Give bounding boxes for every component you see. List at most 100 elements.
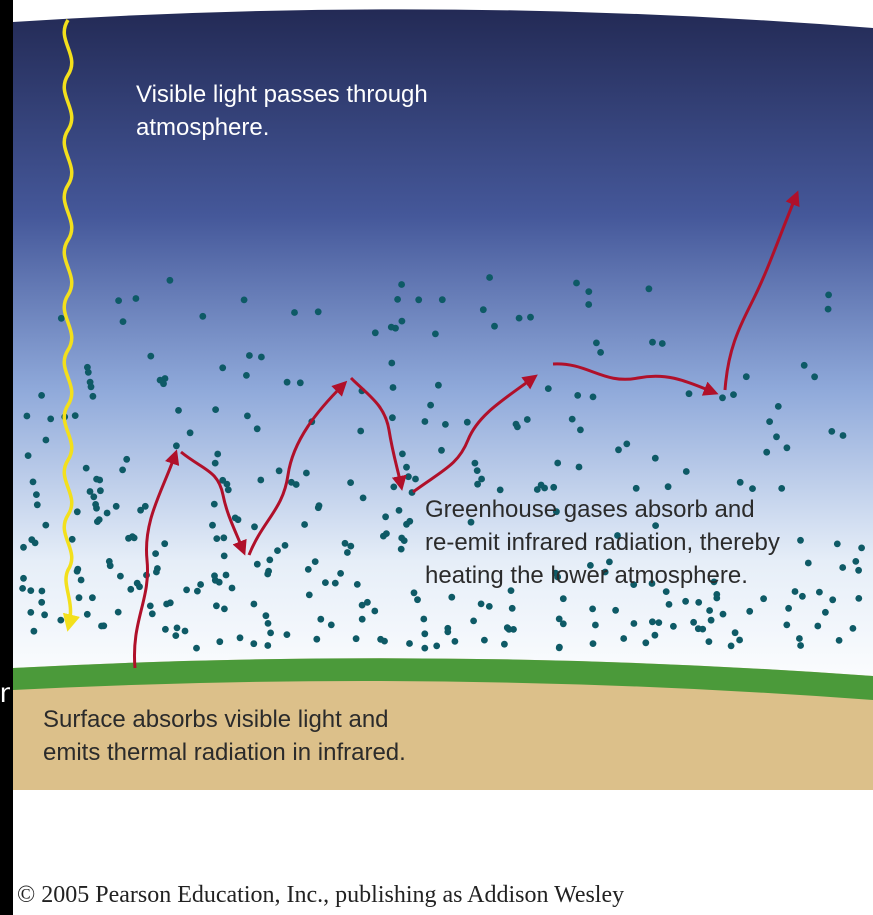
gas-molecule (114, 608, 122, 616)
gas-molecule (20, 543, 27, 551)
gas-molecule (398, 534, 406, 542)
gas-molecule (212, 406, 220, 413)
gas-molecule (533, 486, 541, 493)
gas-molecule (523, 416, 531, 423)
gas-molecule (555, 615, 563, 623)
gas-molecule (742, 373, 750, 381)
gas-molecule (123, 455, 131, 463)
gas-molecule (371, 329, 379, 337)
gas-molecule (593, 339, 600, 347)
gas-molecule (412, 475, 419, 483)
gas-molecule (266, 556, 274, 564)
gas-molecule (211, 576, 219, 584)
gas-molecule (438, 296, 446, 304)
gas-molecule (20, 574, 27, 582)
gas-molecule (421, 630, 429, 638)
gas-molecule (341, 539, 349, 547)
gas-molecule (690, 618, 697, 626)
gas-molecule (74, 565, 82, 573)
ground (13, 658, 873, 790)
gas-molecule (486, 274, 493, 281)
gas-molecule (38, 587, 46, 595)
gas-molecule (38, 392, 45, 399)
gas-molecule (33, 501, 41, 509)
gas-molecule (799, 592, 806, 600)
gas-molecule (214, 450, 222, 458)
gas-molecule (648, 580, 656, 587)
visible-light-ray (62, 19, 80, 632)
gas-molecule (448, 593, 456, 601)
gas-molecule (42, 436, 50, 444)
gas-molecule (96, 476, 104, 484)
gas-molecule (258, 353, 265, 361)
gas-molecule (658, 340, 666, 347)
gas-molecule (19, 585, 26, 592)
gas-molecule (791, 588, 799, 595)
gas-molecule (589, 640, 597, 647)
gas-molecule (224, 486, 232, 494)
gas-molecule (30, 627, 38, 635)
gas-molecule (665, 601, 673, 608)
gas-molecule (612, 606, 619, 614)
gas-molecule (213, 535, 221, 542)
gas-molecule (699, 625, 707, 633)
gas-molecule (553, 508, 560, 516)
gas-molecule (246, 352, 253, 359)
gas-molecule (57, 314, 65, 322)
gas-molecule (474, 480, 481, 488)
gas-molecule (421, 644, 429, 652)
gas-molecule (852, 558, 860, 565)
gas-molecule (244, 412, 251, 420)
gas-molecule (221, 605, 228, 613)
gas-molecule (585, 288, 593, 295)
gas-molecule (839, 432, 847, 439)
gas-molecule (630, 620, 638, 627)
gas-molecule (414, 596, 421, 604)
gas-molecule (467, 518, 475, 526)
gas-molecule (760, 595, 767, 603)
gas-molecule (359, 494, 367, 502)
gas-molecule (380, 532, 387, 540)
gas-molecule (394, 296, 401, 303)
gas-molecule (181, 627, 189, 635)
gas-molecule (382, 513, 389, 521)
gas-molecule (364, 598, 371, 606)
gas-molecule (166, 276, 174, 284)
gas-molecule (75, 594, 83, 602)
gas-molecule (398, 281, 405, 288)
gas-molecule (766, 418, 773, 425)
gas-molecule (682, 597, 689, 605)
gas-molecule (314, 308, 322, 316)
gas-molecule (410, 589, 418, 597)
gas-molecule (314, 504, 322, 512)
gas-molecule (331, 579, 339, 587)
gas-molecule (240, 296, 248, 304)
gas-molecule (68, 535, 76, 543)
gas-molecule (183, 586, 191, 594)
gas-molecule (632, 484, 640, 492)
gas-molecule (575, 463, 583, 471)
gas-molecule (405, 473, 412, 481)
gas-molecule (194, 587, 201, 595)
gas-molecule (322, 579, 329, 586)
gas-molecule (433, 642, 441, 650)
gas-molecule (550, 483, 558, 491)
gas-molecule (267, 629, 274, 637)
gas-molecule (785, 604, 792, 612)
gas-molecule (589, 605, 596, 613)
gas-molecule (344, 549, 351, 556)
infrared-arrow-1 (132, 449, 180, 669)
gas-molecule (301, 521, 308, 528)
gas-molecule (262, 612, 270, 620)
gas-molecule (630, 581, 638, 588)
gas-molecule (825, 291, 832, 299)
gas-molecule (83, 610, 91, 618)
gas-molecule (463, 418, 471, 426)
gas-molecule (173, 624, 181, 632)
gas-molecule (199, 312, 207, 320)
gas-molecule (250, 640, 258, 648)
gas-molecule (730, 391, 737, 398)
gas-molecule (112, 502, 120, 510)
gas-molecule (398, 317, 406, 325)
gas-molecule (811, 373, 818, 381)
